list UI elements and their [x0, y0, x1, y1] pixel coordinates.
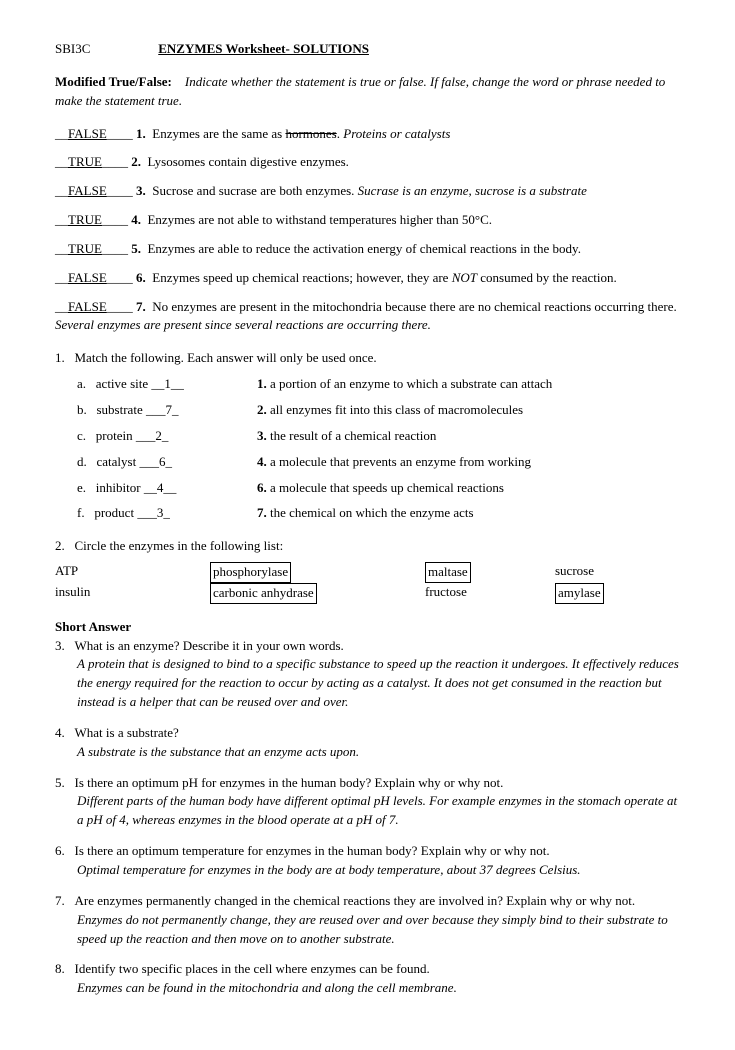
match-row: d. catalyst ___6_ 4. a molecule that pre… [55, 453, 680, 472]
tf-label: Modified True/False: [55, 74, 172, 89]
circled-enzyme: amylase [555, 583, 604, 604]
enzyme-list: ATP phosphorylase maltase sucrose insuli… [55, 562, 680, 604]
circle-intro: 2. Circle the enzymes in the following l… [55, 537, 680, 556]
qa-item: 3. What is an enzyme? Describe it in you… [55, 637, 680, 712]
tf-item: __FALSE____ 1. Enzymes are the same as h… [55, 125, 680, 144]
tf-item: __FALSE____ 7. No enzymes are present in… [55, 298, 680, 336]
match-row: b. substrate ___7_ 2. all enzymes fit in… [55, 401, 680, 420]
tf-item: __FALSE____ 6. Enzymes speed up chemical… [55, 269, 680, 288]
enzyme-row: ATP phosphorylase maltase sucrose [55, 562, 680, 583]
circled-enzyme: phosphorylase [210, 562, 291, 583]
tf-item: __TRUE____ 2. Lysosomes contain digestiv… [55, 153, 680, 172]
match-row: c. protein ___2_ 3. the result of a chem… [55, 427, 680, 446]
match-row: f. product ___3_ 7. the chemical on whic… [55, 504, 680, 523]
circled-enzyme: maltase [425, 562, 471, 583]
qa-item: 5. Is there an optimum pH for enzymes in… [55, 774, 680, 831]
tf-item: __TRUE____ 5. Enzymes are able to reduce… [55, 240, 680, 259]
tf-item: __FALSE____ 3. Sucrose and sucrase are b… [55, 182, 680, 201]
qa-item: 8. Identify two specific places in the c… [55, 960, 680, 998]
match-row: e. inhibitor __4__ 6. a molecule that sp… [55, 479, 680, 498]
match-table: a. active site __1__ 1. a portion of an … [55, 375, 680, 523]
enzyme-row: insulin carbonic anhydrase fructose amyl… [55, 583, 680, 604]
worksheet-title: ENZYMES Worksheet- SOLUTIONS [158, 41, 369, 56]
tf-item: __TRUE____ 4. Enzymes are not able to wi… [55, 211, 680, 230]
match-intro: 1. Match the following. Each answer will… [55, 349, 680, 368]
match-row: a. active site __1__ 1. a portion of an … [55, 375, 680, 394]
document-header: SBI3C ENZYMES Worksheet- SOLUTIONS [55, 40, 680, 59]
short-answer-heading: Short Answer [55, 618, 680, 637]
tf-questions: __FALSE____ 1. Enzymes are the same as h… [55, 125, 680, 336]
qa-item: 7. Are enzymes permanently changed in th… [55, 892, 680, 949]
circled-enzyme: carbonic anhydrase [210, 583, 317, 604]
qa-item: 6. Is there an optimum temperature for e… [55, 842, 680, 880]
qa-item: 4. What is a substrate? A substrate is t… [55, 724, 680, 762]
tf-instructions: Modified True/False: Indicate whether th… [55, 73, 680, 111]
course-code: SBI3C [55, 40, 155, 59]
